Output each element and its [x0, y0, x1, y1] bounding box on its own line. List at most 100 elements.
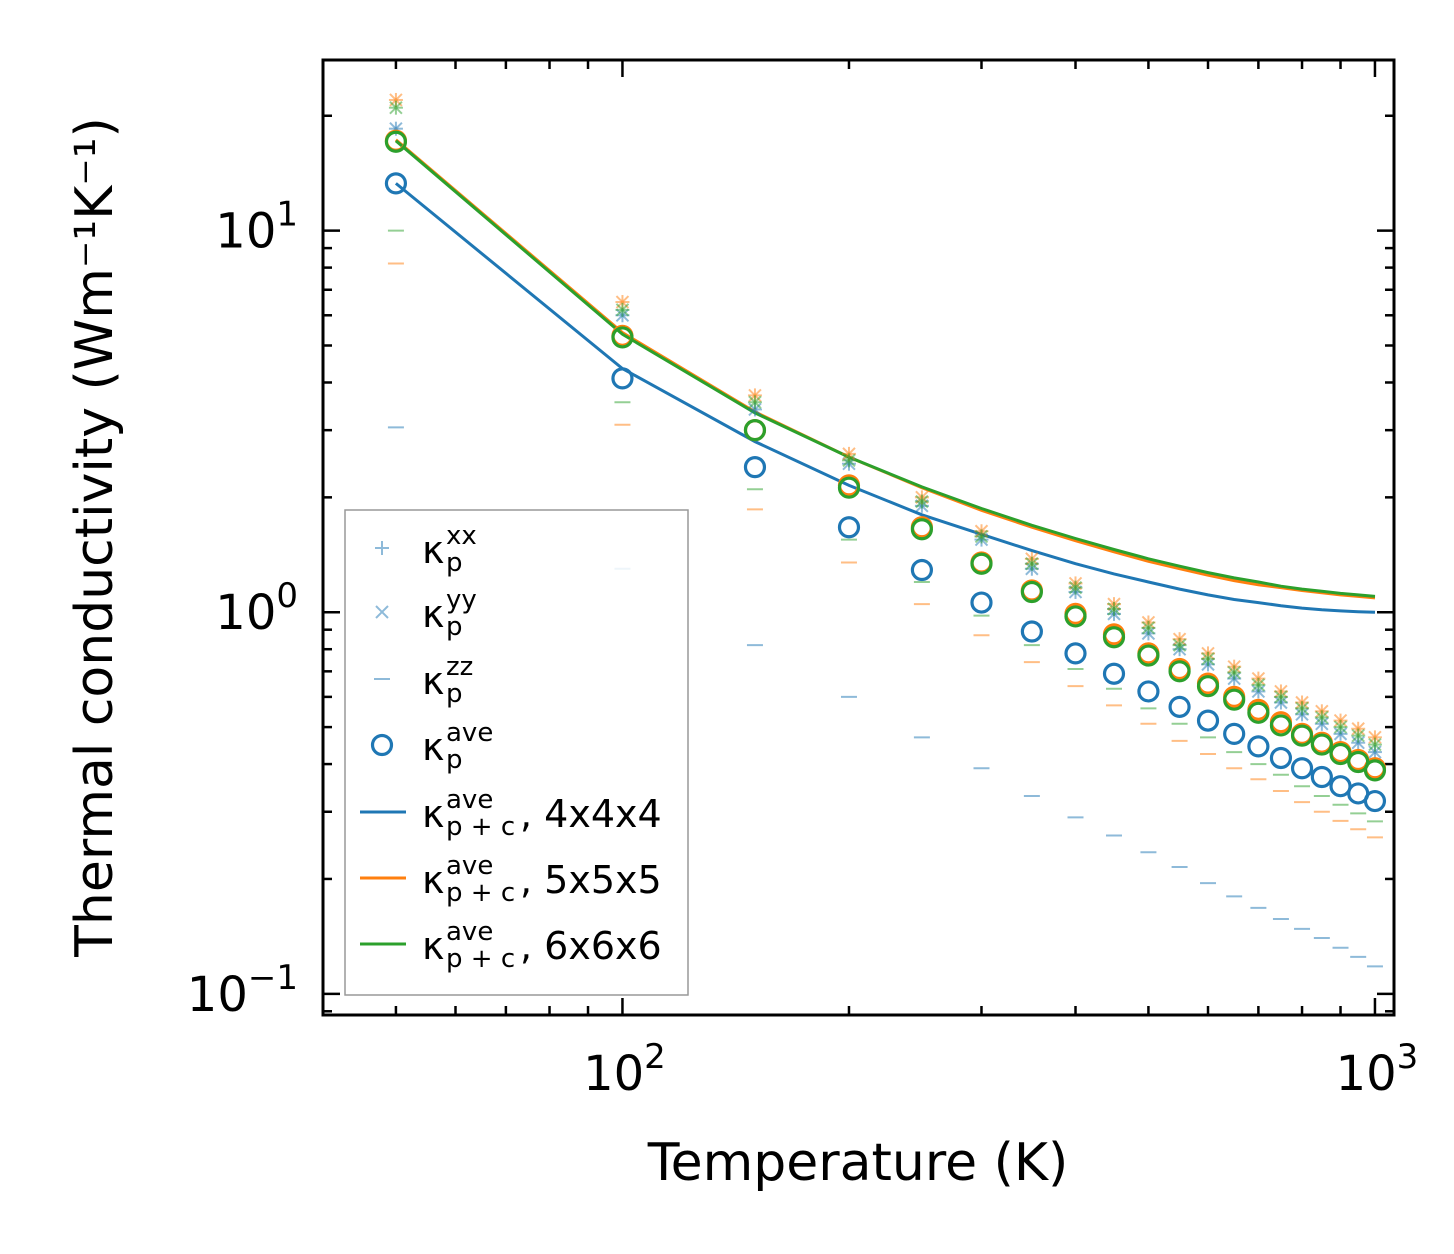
plot-frame	[321, 58, 1396, 1017]
y-tick-label: 10−1	[187, 958, 298, 1023]
x-tick-label: 103	[1336, 1037, 1419, 1102]
legend-entry: κ yyp	[375, 585, 477, 642]
data-point-kappa-p-ave-6x6x6	[1247, 701, 1270, 724]
data-point-kappa-p-ave-4x4x4	[910, 558, 934, 582]
y-tick-label-exponent: −1	[248, 958, 298, 998]
y-tick-label: 100	[215, 576, 298, 641]
data-point-kappa-p-ave-4x4x4	[384, 172, 408, 195]
data-point-kappa-p-ave-6x6x6	[1064, 605, 1087, 628]
data-point-kappa-p-yy-6x6x6-b	[1274, 690, 1288, 704]
legend-symbol: κ	[422, 528, 444, 572]
data-point-kappa-p-yy-6x6x6	[1107, 602, 1121, 616]
data-point-kappa-p-ave-6x6x6	[1196, 675, 1220, 698]
series-line-kappa-p-c-ave-6x6x6	[394, 139, 1376, 598]
legend-symbol: κ	[422, 725, 444, 769]
data-point-kappa-p-ave-6x6x6	[1223, 688, 1246, 711]
data-point-kappa-p-yy-6x6x6-b	[1107, 602, 1121, 616]
data-point-kappa-p-ave-4x4x4	[1102, 662, 1126, 685]
legend-suffix: , 5x5x5	[520, 858, 662, 902]
data-point-kappa-p-ave-4x4x4	[1310, 765, 1333, 789]
series-lines	[394, 138, 1376, 614]
x-tick-label-base: 10	[1336, 1046, 1397, 1102]
legend-superscript: ave	[446, 718, 493, 748]
data-point-kappa-p-ave-6x6x6	[743, 419, 767, 442]
data-point-kappa-p-ave-6x6x6	[1363, 759, 1387, 782]
data-point-kappa-p-ave-6x6x6	[611, 326, 634, 349]
legend-subscript: p	[446, 745, 463, 775]
legend-suffix: , 6x6x6	[520, 924, 662, 968]
data-point-kappa-p-ave-6x6x6	[910, 518, 934, 541]
y-tick-label-exponent: 1	[276, 195, 298, 235]
series-kappa-p-zz-4x4x4	[387, 426, 1383, 968]
legend-symbol: κ	[422, 792, 444, 836]
data-point-kappa-p-yy-6x6x6	[1227, 665, 1241, 680]
y-axis-label: Thermal conductivity (Wm⁻¹K⁻¹)	[65, 117, 125, 958]
x-tick-label-exponent: 3	[1397, 1037, 1419, 1077]
data-point-kappa-p-ave-6x6x6	[1329, 742, 1352, 766]
data-point-kappa-p-yy-6x6x6-b	[842, 453, 856, 468]
data-point-kappa-p-yy-6x6x6	[1333, 720, 1348, 734]
series-markers	[384, 92, 1387, 968]
legend-subscript: p	[446, 612, 463, 642]
data-point-kappa-p-ave-6x6x6	[1102, 626, 1126, 649]
legend-marker-swatch	[375, 541, 389, 555]
legend-subscript: p + c	[446, 812, 515, 842]
data-point-kappa-p-ave-6x6x6	[970, 552, 993, 575]
y-tick-label-base: 10	[187, 967, 248, 1023]
x-tick-label-base: 10	[583, 1046, 644, 1102]
data-point-kappa-p-ave-4x4x4	[1020, 620, 1043, 643]
series-kappa-p-yy-6x6x6	[389, 100, 1382, 752]
legend-symbol: κ	[422, 592, 444, 636]
legend-subscript: p	[446, 679, 463, 709]
y-tick-label-base: 10	[215, 585, 276, 641]
data-point-kappa-p-yy-6x6x6	[1295, 701, 1309, 716]
series-kappa-p-ave-4x4x4	[384, 172, 1387, 813]
data-point-kappa-p-yy-6x6x6	[842, 453, 856, 468]
legend-subscript: p + c	[446, 878, 515, 908]
y-tick-label-exponent: 0	[276, 576, 298, 616]
data-point-kappa-p-yy-6x6x6-b	[1141, 621, 1156, 635]
legend-superscript: yy	[446, 585, 477, 615]
data-point-kappa-p-ave-6x6x6	[1290, 724, 1314, 747]
legend-superscript: zz	[446, 652, 473, 682]
data-point-kappa-p-yy-6x6x6	[974, 529, 989, 544]
data-point-kappa-p-yy-6x6x6-b	[748, 395, 762, 409]
legend-box	[344, 509, 689, 996]
y-tick-label-base: 10	[215, 204, 276, 260]
data-point-kappa-p-yy-6x6x6-b	[1333, 720, 1348, 734]
data-point-kappa-p-yy-6x6x6	[1068, 580, 1083, 595]
legend-superscript: xx	[446, 521, 477, 551]
data-point-kappa-p-yy-6x6x6	[1251, 678, 1266, 692]
data-point-kappa-p-yy-6x6x6-b	[1201, 652, 1215, 666]
data-point-kappa-p-ave-4x4x4	[970, 591, 993, 614]
data-point-kappa-p-ave-4x4x4	[1247, 735, 1270, 758]
x-tick-label: 102	[583, 1037, 666, 1102]
data-point-kappa-p-yy-6x6x6	[1315, 710, 1329, 725]
data-point-kappa-p-yy-6x6x6-b	[1351, 728, 1365, 743]
data-point-kappa-p-ave-4x4x4	[1168, 695, 1191, 718]
legend-entry: κ xxp	[375, 521, 477, 578]
data-point-kappa-p-yy-6x6x6-b	[1172, 638, 1187, 652]
data-point-kappa-p-ave-4x4x4	[1363, 789, 1387, 813]
data-point-kappa-p-yy-6x6x6-b	[1295, 701, 1309, 716]
data-point-kappa-p-ave-4x4x4	[1269, 746, 1293, 770]
legend-symbol: κ	[422, 924, 444, 968]
data-point-kappa-p-yy-6x6x6	[615, 303, 630, 317]
legend-marker-swatch	[370, 733, 394, 757]
series-kappa-p-zz-6x6x6	[387, 229, 1383, 823]
legend-entry: κ zzp	[374, 652, 473, 709]
data-point-kappa-p-ave-4x4x4	[611, 367, 634, 390]
data-point-kappa-p-ave-4x4x4	[1196, 709, 1220, 732]
series-line-kappa-p-c-ave-4x4x4	[394, 182, 1376, 614]
data-point-kappa-p-yy-6x6x6-b	[615, 303, 630, 317]
data-point-kappa-p-yy-6x6x6-b	[974, 529, 989, 544]
data-point-kappa-p-yy-6x6x6	[748, 395, 762, 409]
legend-subscript: p + c	[446, 944, 515, 974]
